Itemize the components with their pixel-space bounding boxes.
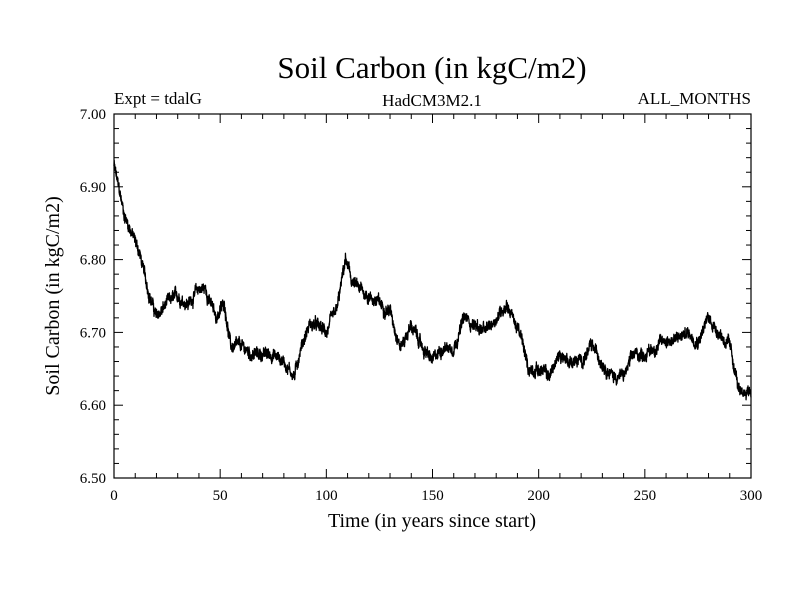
y-tick-label: 7.00 xyxy=(80,107,106,123)
y-tick-label: 6.70 xyxy=(80,325,106,341)
y-tick-label: 6.50 xyxy=(80,471,106,487)
plot-frame xyxy=(113,113,752,479)
months-label: ALL_MONTHS xyxy=(638,89,751,108)
model-label: HadCM3M2.1 xyxy=(382,91,482,110)
y-tick-label: 6.90 xyxy=(80,180,106,196)
x-tick-label: 150 xyxy=(421,488,444,504)
x-tick-label: 250 xyxy=(634,488,657,504)
tick-labels: 0 50 100 150 200 250 300 6.50 6.60 6.70 6.80 6.90 7.… xyxy=(80,107,763,504)
x-tick-label: 0 xyxy=(110,488,118,504)
series-line-soil-carbon xyxy=(113,159,752,401)
x-tick-label: 50 xyxy=(213,488,228,504)
data-series-group xyxy=(113,159,752,401)
chart-title: Soil Carbon (in kgC/m2) xyxy=(277,50,586,85)
y-tick-label: 6.60 xyxy=(80,398,106,414)
experiment-label: Expt = tdalG xyxy=(114,89,202,108)
y-tick-label: 6.80 xyxy=(80,253,106,269)
y-axis-label: Soil Carbon (in kgC/m2) xyxy=(42,196,64,395)
x-tick-label: 100 xyxy=(315,488,338,504)
x-tick-label: 200 xyxy=(527,488,550,504)
x-tick-label: 300 xyxy=(740,488,763,504)
x-axis-label: Time (in years since start) xyxy=(328,510,536,532)
